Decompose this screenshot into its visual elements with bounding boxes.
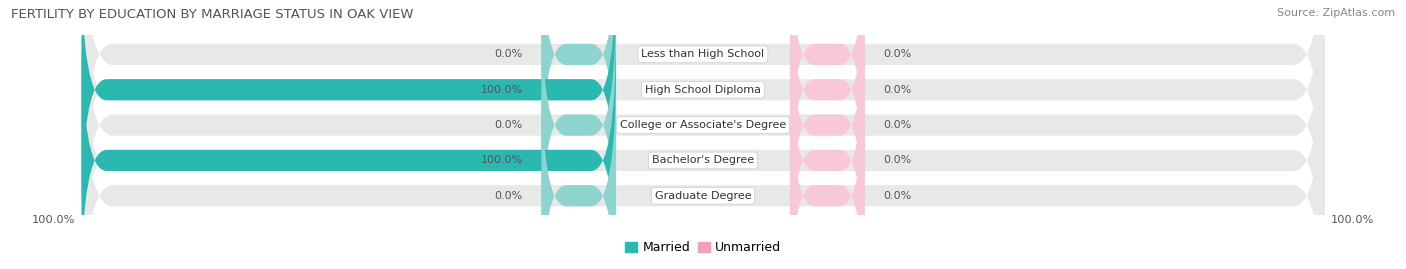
Text: FERTILITY BY EDUCATION BY MARRIAGE STATUS IN OAK VIEW: FERTILITY BY EDUCATION BY MARRIAGE STATU… (11, 8, 413, 21)
Text: 0.0%: 0.0% (883, 120, 911, 130)
Text: 0.0%: 0.0% (883, 155, 911, 165)
FancyBboxPatch shape (790, 65, 865, 269)
FancyBboxPatch shape (82, 0, 1324, 221)
Text: 100.0%: 100.0% (481, 85, 523, 95)
FancyBboxPatch shape (541, 0, 616, 185)
Text: 0.0%: 0.0% (495, 191, 523, 201)
Text: College or Associate's Degree: College or Associate's Degree (620, 120, 786, 130)
FancyBboxPatch shape (82, 0, 1324, 269)
FancyBboxPatch shape (790, 0, 865, 221)
FancyBboxPatch shape (790, 0, 865, 185)
Text: 0.0%: 0.0% (883, 85, 911, 95)
Text: High School Diploma: High School Diploma (645, 85, 761, 95)
Text: 100.0%: 100.0% (1330, 215, 1374, 225)
Text: 0.0%: 0.0% (883, 49, 911, 59)
FancyBboxPatch shape (82, 30, 616, 269)
Text: Less than High School: Less than High School (641, 49, 765, 59)
Text: 0.0%: 0.0% (495, 49, 523, 59)
Text: 0.0%: 0.0% (883, 191, 911, 201)
Text: Graduate Degree: Graduate Degree (655, 191, 751, 201)
FancyBboxPatch shape (541, 0, 616, 256)
Legend: Married, Unmarried: Married, Unmarried (620, 236, 786, 259)
Text: Bachelor's Degree: Bachelor's Degree (652, 155, 754, 165)
FancyBboxPatch shape (790, 30, 865, 269)
FancyBboxPatch shape (82, 0, 616, 221)
Text: 0.0%: 0.0% (495, 120, 523, 130)
FancyBboxPatch shape (541, 65, 616, 269)
FancyBboxPatch shape (82, 0, 1324, 256)
FancyBboxPatch shape (82, 0, 1324, 269)
Text: 100.0%: 100.0% (481, 155, 523, 165)
FancyBboxPatch shape (82, 30, 1324, 269)
Text: 100.0%: 100.0% (32, 215, 76, 225)
FancyBboxPatch shape (790, 0, 865, 256)
Text: Source: ZipAtlas.com: Source: ZipAtlas.com (1277, 8, 1395, 18)
